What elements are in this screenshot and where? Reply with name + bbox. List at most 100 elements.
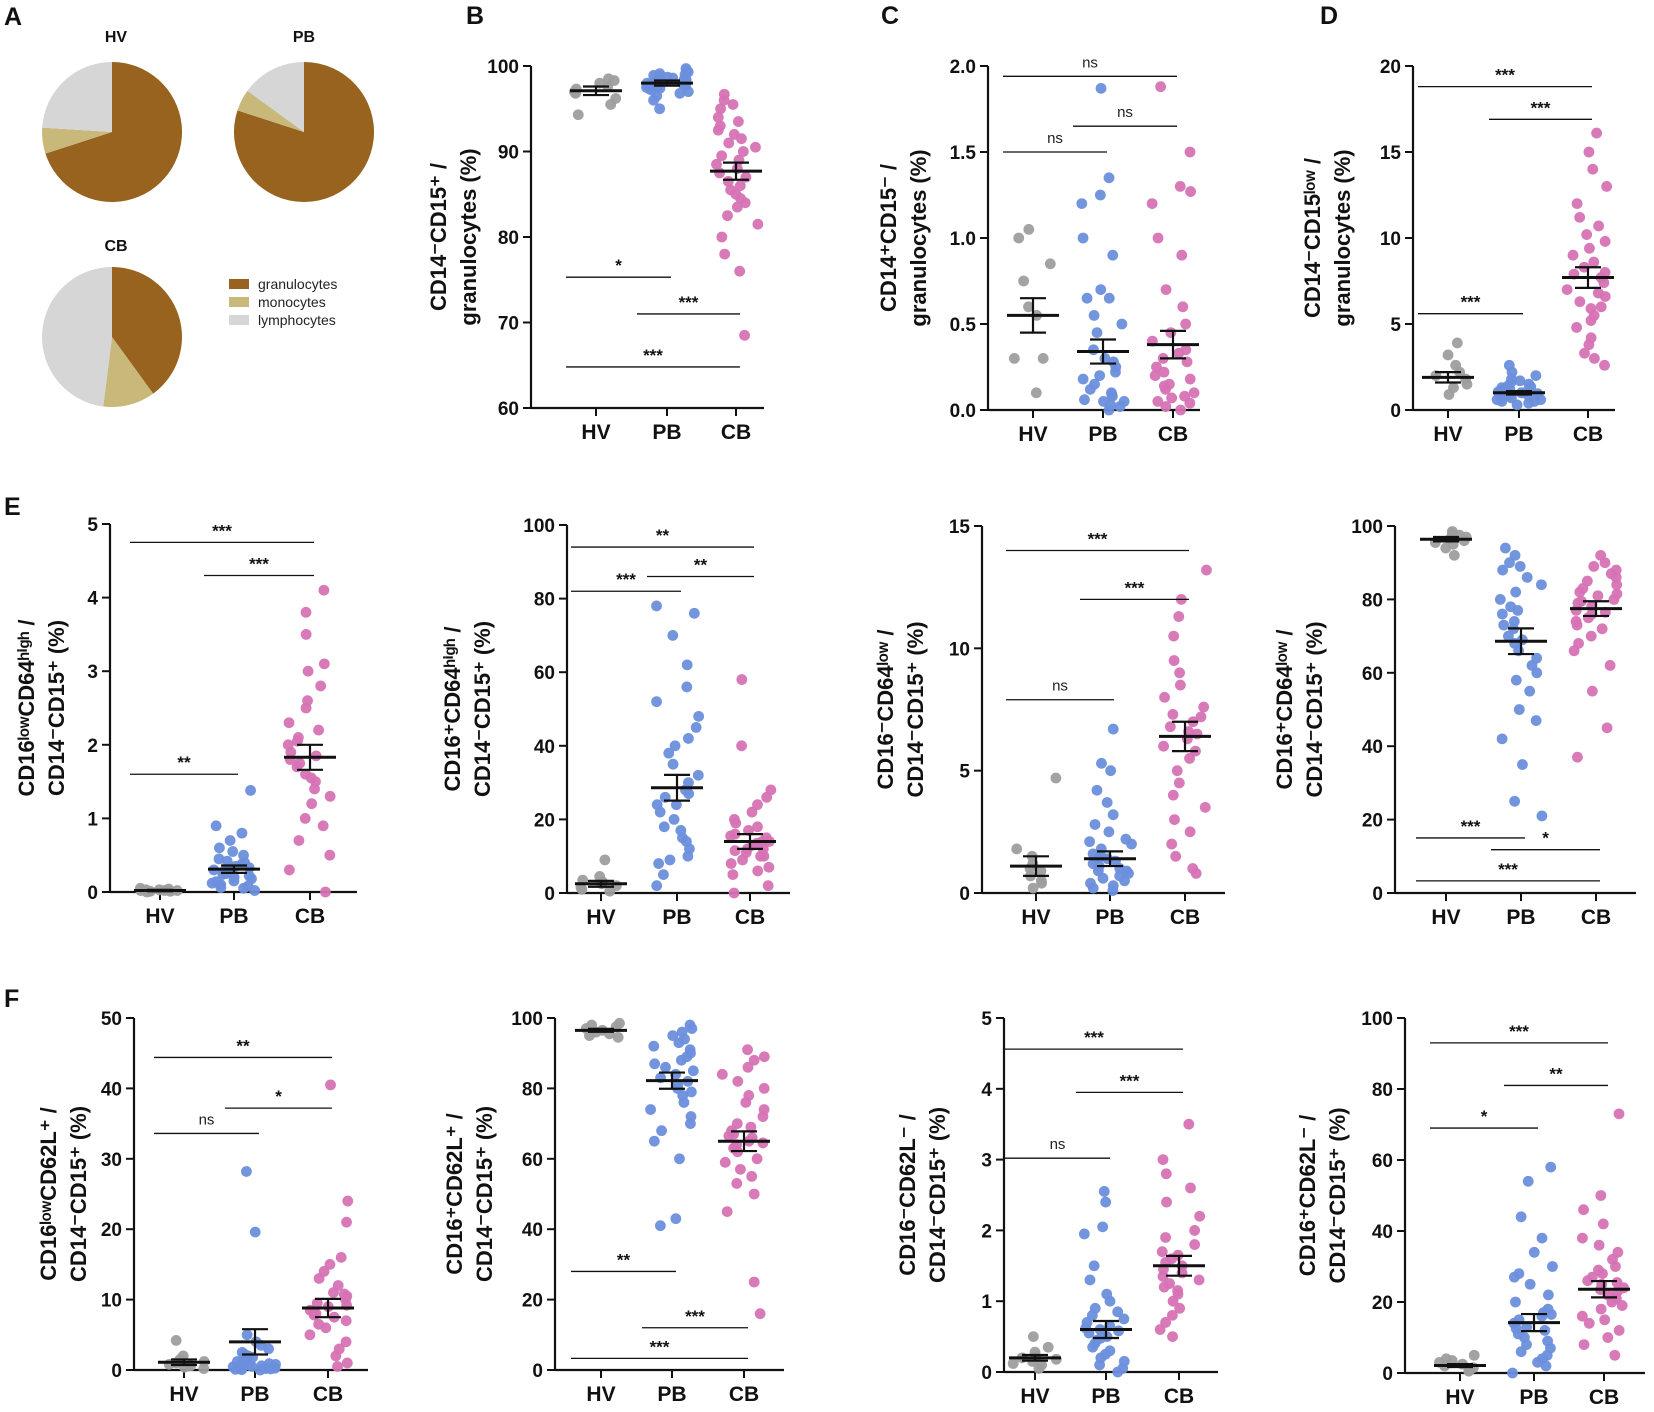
x-tick-label-pb: PB bbox=[652, 421, 681, 444]
data-point-cb bbox=[719, 248, 731, 260]
data-point-cb bbox=[1168, 630, 1180, 642]
data-point-hv bbox=[1448, 549, 1460, 561]
data-point-cb bbox=[1157, 1154, 1169, 1165]
data-point-pb bbox=[1536, 1232, 1548, 1244]
data-point-hv bbox=[1008, 353, 1020, 364]
data-point-cb bbox=[1201, 564, 1212, 576]
data-point-cb bbox=[1592, 590, 1604, 602]
data-point-cb bbox=[1164, 1278, 1175, 1289]
data-point-hv bbox=[1035, 875, 1047, 887]
y-tick-label: 0 bbox=[532, 1361, 543, 1382]
y-tick-label: 1 bbox=[981, 1292, 992, 1313]
y-tick-label: 80 bbox=[534, 590, 555, 611]
data-point-cb bbox=[324, 849, 336, 861]
data-point-cb bbox=[317, 820, 329, 832]
y-axis-label: CD16⁺CD64ʰⁱᵍʰ / CD14⁻CD15⁺ (%) bbox=[440, 621, 495, 797]
y-tick-label: 5 bbox=[981, 1009, 992, 1030]
data-point-cb bbox=[311, 1297, 323, 1309]
data-point-pb bbox=[683, 777, 694, 788]
significance-label: ** bbox=[656, 526, 670, 545]
data-point-pb bbox=[648, 1040, 660, 1052]
data-point-cb bbox=[716, 231, 728, 243]
data-point-cb bbox=[1591, 127, 1603, 139]
data-point-cb bbox=[302, 665, 314, 677]
data-point-pb bbox=[1078, 1228, 1090, 1240]
data-point-cb bbox=[725, 830, 737, 842]
significance-label: ns bbox=[1117, 104, 1133, 121]
data-point-cb bbox=[1576, 1310, 1588, 1322]
data-point-pb bbox=[1530, 715, 1542, 726]
data-point-cb bbox=[1570, 616, 1582, 627]
data-point-hv bbox=[1011, 843, 1023, 855]
y-tick-label: 80 bbox=[522, 1079, 543, 1100]
data-point-cb bbox=[1166, 1309, 1178, 1321]
significance-label: ** bbox=[1549, 1064, 1563, 1083]
y-tick-label: 0 bbox=[544, 884, 555, 905]
data-point-pb bbox=[1112, 1306, 1124, 1318]
data-point-cb bbox=[1194, 1210, 1206, 1222]
data-point-cb bbox=[1601, 722, 1613, 734]
significance-label: *** bbox=[212, 521, 232, 540]
scatter-panel-f2: 0 20 40 60 80 100 HV PB CB CD16⁺CD62L⁺ / CD14⁻CD15… bbox=[442, 1009, 784, 1406]
data-point-cb bbox=[1585, 303, 1597, 314]
data-point-cb bbox=[340, 1315, 352, 1327]
y-axis-label: CD16⁻CD64ˡᵒʷ / CD14⁻CD15⁺ (%) bbox=[873, 621, 928, 797]
data-point-cb bbox=[1184, 753, 1195, 764]
data-point-cb bbox=[1161, 1196, 1172, 1208]
pie-slice-lymphocytes bbox=[42, 62, 112, 132]
x-tick-label-pb: PB bbox=[1095, 906, 1124, 929]
data-point-pb bbox=[672, 1079, 684, 1091]
data-point-cb bbox=[721, 1206, 733, 1217]
significance-label: ns bbox=[199, 1111, 215, 1128]
data-point-cb bbox=[341, 1216, 352, 1228]
data-point-cb bbox=[740, 171, 752, 183]
data-point-pb bbox=[1513, 704, 1525, 715]
data-point-cb bbox=[1567, 249, 1579, 261]
pie-slice-lymphocytes bbox=[247, 62, 304, 132]
data-point-cb bbox=[293, 835, 305, 846]
data-point-cb bbox=[1595, 549, 1607, 561]
x-tick-label-hv: HV bbox=[581, 421, 610, 444]
data-point-cb bbox=[1173, 611, 1185, 622]
data-point-cb bbox=[332, 1280, 344, 1291]
y-tick-label: 80 bbox=[1372, 1080, 1393, 1101]
data-point-cb bbox=[304, 1329, 316, 1341]
significance-label: *** bbox=[1498, 860, 1518, 879]
significance-label: ** bbox=[236, 1036, 250, 1055]
data-point-pb bbox=[236, 827, 248, 839]
data-point-pb bbox=[685, 1111, 697, 1122]
data-point-pb bbox=[1096, 757, 1107, 769]
significance-label: *** bbox=[616, 570, 636, 589]
y-tick-label: 90 bbox=[498, 143, 519, 164]
data-point-pb bbox=[1521, 1321, 1533, 1333]
data-point-cb bbox=[1146, 198, 1158, 210]
data-point-cb bbox=[1593, 1264, 1604, 1276]
data-point-cb bbox=[718, 88, 730, 100]
data-point-pb bbox=[1107, 723, 1119, 735]
scatter-panel-d: D 0 5 10 15 20 HV PB CB CD14⁻CD15ˡᵒʷ / granulocyte… bbox=[1300, 2, 1615, 446]
significance-label: * bbox=[1542, 829, 1549, 848]
data-point-cb bbox=[342, 1195, 354, 1207]
data-point-pb bbox=[1107, 809, 1119, 821]
data-point-hv bbox=[170, 1335, 182, 1346]
significance-label: ns bbox=[1082, 54, 1098, 71]
data-point-pb bbox=[214, 842, 225, 854]
data-point-cb bbox=[1574, 211, 1586, 223]
y-tick-label: 10 bbox=[949, 639, 970, 660]
significance-label: *** bbox=[650, 1337, 670, 1356]
data-point-hv bbox=[1468, 1349, 1480, 1361]
y-tick-label: 80 bbox=[498, 228, 519, 249]
data-point-pb bbox=[1536, 810, 1548, 822]
data-point-hv bbox=[1018, 275, 1030, 287]
data-point-cb bbox=[1158, 380, 1170, 392]
data-point-cb bbox=[1578, 1339, 1590, 1350]
data-point-cb bbox=[752, 799, 763, 811]
data-point-cb bbox=[1158, 366, 1170, 378]
data-point-hv bbox=[1050, 772, 1062, 784]
pie-title-cb: CB bbox=[104, 238, 127, 255]
data-point-hv bbox=[586, 1019, 598, 1031]
data-point-pb bbox=[651, 880, 663, 892]
y-tick-label: 15 bbox=[1380, 143, 1402, 164]
panel-label-d: D bbox=[1320, 2, 1338, 30]
data-point-cb bbox=[1611, 1277, 1623, 1288]
